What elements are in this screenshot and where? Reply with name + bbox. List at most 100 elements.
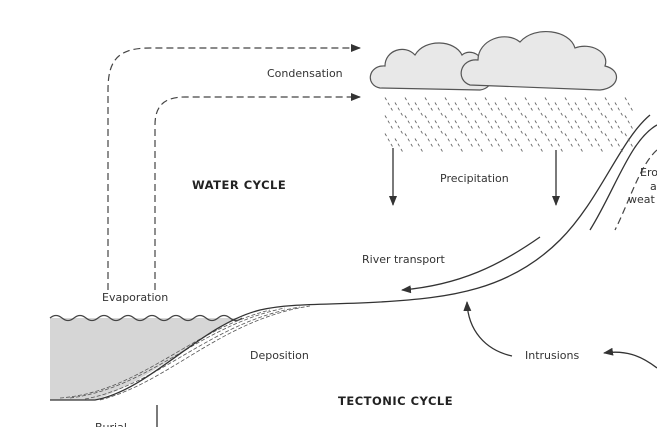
raindrop [414,102,424,117]
raindrop [384,133,394,148]
raindrop [384,115,394,130]
raindrop [524,115,534,130]
raindrop [614,138,624,153]
label: Condensation [267,67,343,80]
raindrop [604,133,614,148]
raindrop [494,138,504,153]
raindrop [444,115,454,130]
raindrop [534,102,544,117]
label: Precipitation [440,172,509,185]
raindrop [504,97,514,112]
raindrop [514,138,524,153]
raindrop [524,97,534,112]
raindrop [474,120,484,135]
raindrop [584,115,594,130]
raindrop [554,120,564,135]
raindrop [444,97,454,112]
raindrop [464,133,474,148]
label: weat [628,193,656,206]
raindrop [484,115,494,130]
slope [589,124,657,231]
raindrop [414,120,424,135]
raindrop [624,133,634,148]
raindrop [404,115,414,130]
label: a [650,180,657,193]
raindrop [414,138,424,153]
raindrop [604,115,614,130]
raindrop [574,102,584,117]
raindrop [554,138,564,153]
label: Intrusions [525,349,580,362]
raindrop [504,115,514,130]
raindrop [464,115,474,130]
label: River transport [362,253,446,266]
raindrop [484,133,494,148]
land-surface [50,114,651,401]
clouds [369,30,617,91]
raindrop [624,115,634,130]
raindrop [534,120,544,135]
sea-surface [49,314,243,322]
raindrop [454,120,464,135]
raindrop [404,97,414,112]
label: Burial [95,421,127,427]
intrusion-arrow [463,301,513,357]
intrusion-arrow [603,347,657,369]
raindrop [514,102,524,117]
raindrop [474,138,484,153]
evaporation-arrow [154,93,361,290]
raindrop [524,133,534,148]
raindrop [514,120,524,135]
raindrop [394,102,404,117]
label: TECTONIC CYCLE [338,394,453,408]
raindrop [424,133,434,148]
raindrop [544,133,554,148]
raindrop [534,138,544,153]
raindrop [434,138,444,153]
raindrop [584,97,594,112]
label: WATER CYCLE [192,178,286,192]
raindrop [594,138,604,153]
raindrop [424,115,434,130]
raindrop [544,115,554,130]
sediment-layers [59,305,311,401]
raindrop [594,120,604,135]
raindrop [464,97,474,112]
label: Ero [640,166,657,179]
evaporation-arrow [107,44,361,290]
raindrop [574,138,584,153]
raindrop [404,133,414,148]
raindrop [564,115,574,130]
raindrop [614,102,624,117]
raindrop [474,102,484,117]
raindrop [624,97,634,112]
raindrop [444,133,454,148]
raindrop [544,97,554,112]
raindrop [584,133,594,148]
raindrop [504,133,514,148]
label: Deposition [250,349,309,362]
raindrop [554,102,564,117]
raindrop [434,102,444,117]
raindrop [564,97,574,112]
raindrop [484,97,494,112]
raindrop [564,133,574,148]
rain [384,97,634,153]
raindrop [494,120,504,135]
raindrop [594,102,604,117]
raindrop [454,138,464,153]
raindrop [434,120,444,135]
raindrop [424,97,434,112]
label: Evaporation [102,291,168,304]
sea [50,318,240,400]
river-arrow [401,236,541,294]
weathering-line [614,149,657,231]
raindrop [394,138,404,153]
raindrop [454,102,464,117]
raindrop [494,102,504,117]
raindrop [604,97,614,112]
raindrop [394,120,404,135]
raindrop [384,97,394,112]
raindrop [614,120,624,135]
